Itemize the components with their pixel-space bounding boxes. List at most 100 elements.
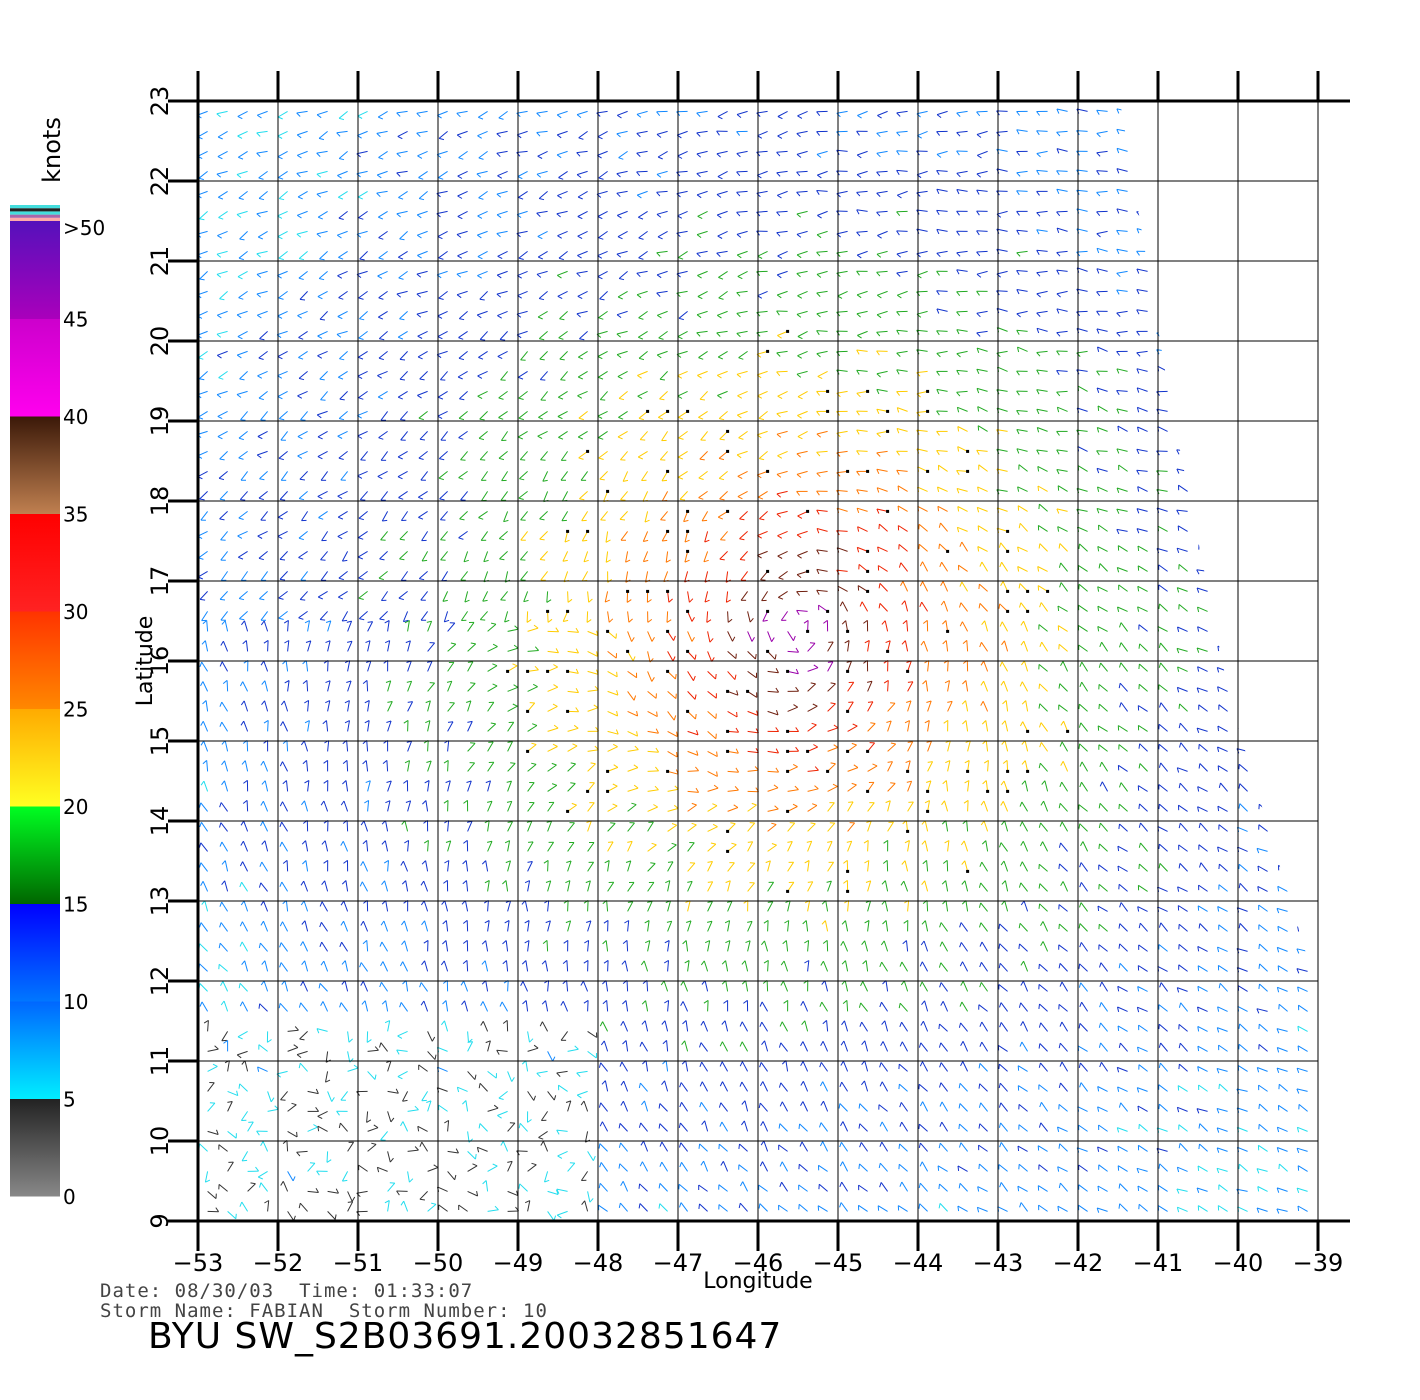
wind-vector	[796, 470, 808, 475]
wind-vector	[460, 451, 468, 461]
wind-vector	[305, 660, 309, 672]
wind-barb	[1079, 782, 1082, 788]
wind-vector	[560, 451, 569, 461]
wind-vector	[362, 921, 369, 932]
wind-barb	[699, 458, 705, 461]
wind-vector	[1081, 661, 1089, 672]
wind-barb	[796, 491, 801, 496]
wind-barb	[353, 1064, 359, 1069]
wind-vector	[518, 391, 528, 399]
wind-vector	[698, 490, 708, 499]
wind-vector	[967, 800, 969, 812]
wind-barb	[763, 959, 769, 964]
wind-vector	[1239, 923, 1248, 932]
wind-vector	[939, 1142, 948, 1152]
wind-barb	[1117, 1086, 1120, 1092]
wind-barb	[813, 664, 819, 669]
wind-vector	[1138, 944, 1148, 952]
wind-barb	[638, 1082, 641, 1089]
wind-barb	[864, 860, 870, 864]
wind-barb	[1039, 841, 1044, 847]
wind-vector	[867, 860, 870, 872]
wind-barb	[776, 371, 781, 377]
wind-barb	[598, 1062, 602, 1068]
wind-vector	[957, 426, 968, 432]
rain-flag-marker	[866, 589, 870, 593]
wind-vector	[399, 551, 408, 560]
wind-barb	[1056, 391, 1061, 397]
wind-vector	[242, 1001, 249, 1012]
wind-vector	[627, 670, 637, 679]
wind-barb	[301, 960, 306, 966]
wind-vector	[1039, 543, 1048, 552]
wind-vector	[1000, 1022, 1009, 1032]
wind-vector	[797, 350, 808, 357]
wind-vector	[1277, 1126, 1288, 1132]
wind-barb	[1118, 963, 1121, 969]
wind-vector	[539, 551, 548, 560]
wind-vector	[816, 589, 828, 592]
wind-vector	[427, 780, 430, 792]
wind-barb	[458, 417, 465, 421]
wind-vector	[557, 410, 568, 417]
rain-flag-marker	[726, 449, 730, 453]
wind-barb	[1176, 767, 1180, 773]
wind-barb	[1078, 543, 1080, 549]
wind-barb	[277, 535, 283, 540]
wind-vector	[584, 1200, 589, 1212]
wind-barb	[741, 1120, 745, 1126]
wind-vector	[1237, 1126, 1248, 1132]
wind-vector	[1018, 464, 1028, 472]
wind-barb	[678, 416, 684, 420]
wind-barb	[676, 731, 678, 737]
wind-barb	[881, 1020, 886, 1025]
wind-vector	[224, 860, 229, 872]
wind-barb	[804, 939, 809, 944]
wind-barb	[1216, 1068, 1220, 1074]
wind-vector	[547, 1051, 554, 1062]
wind-barb	[1276, 1067, 1280, 1073]
wind-barb	[919, 561, 923, 567]
wind-barb	[775, 727, 780, 732]
wind-vector	[600, 1062, 608, 1072]
wind-vector	[1117, 1127, 1128, 1132]
wind-barb	[378, 396, 383, 400]
wind-vector	[743, 1120, 749, 1132]
wind-vector	[1237, 846, 1248, 852]
wind-vector	[527, 764, 537, 772]
wind-barb	[707, 881, 713, 883]
wind-barb	[360, 861, 364, 866]
wind-vector	[1217, 746, 1228, 752]
wind-barb	[699, 1102, 702, 1108]
wind-vector	[417, 350, 428, 358]
wind-vector	[1139, 743, 1148, 752]
wind-vector	[1004, 880, 1009, 892]
wind-vector	[780, 611, 789, 621]
wind-barb	[351, 1196, 356, 1202]
wind-vector	[919, 1182, 928, 1192]
wind-vector	[237, 350, 248, 356]
wind-barb	[695, 787, 700, 793]
wind-vector	[884, 900, 889, 912]
wind-barb	[215, 1207, 220, 1212]
wind-barb	[522, 1000, 527, 1005]
wind-barb	[1137, 586, 1140, 592]
wind-vector	[547, 705, 558, 712]
wind-barb	[364, 799, 369, 804]
wind-barb	[1118, 923, 1121, 929]
wind-vector	[647, 710, 658, 718]
wind-vector	[1160, 922, 1168, 932]
wind-barb	[1217, 726, 1220, 732]
wind-vector	[477, 370, 488, 377]
wind-vector	[979, 1123, 988, 1132]
wind-vector	[507, 741, 513, 752]
wind-vector	[286, 740, 289, 752]
wind-vector	[262, 821, 269, 832]
wind-barb	[1039, 602, 1042, 608]
wind-vector	[341, 551, 349, 562]
wind-vector	[666, 1040, 669, 1052]
wind-vector	[224, 760, 229, 772]
wind-vector	[647, 750, 659, 753]
wind-vector	[347, 620, 353, 632]
wind-vector	[741, 1021, 749, 1032]
